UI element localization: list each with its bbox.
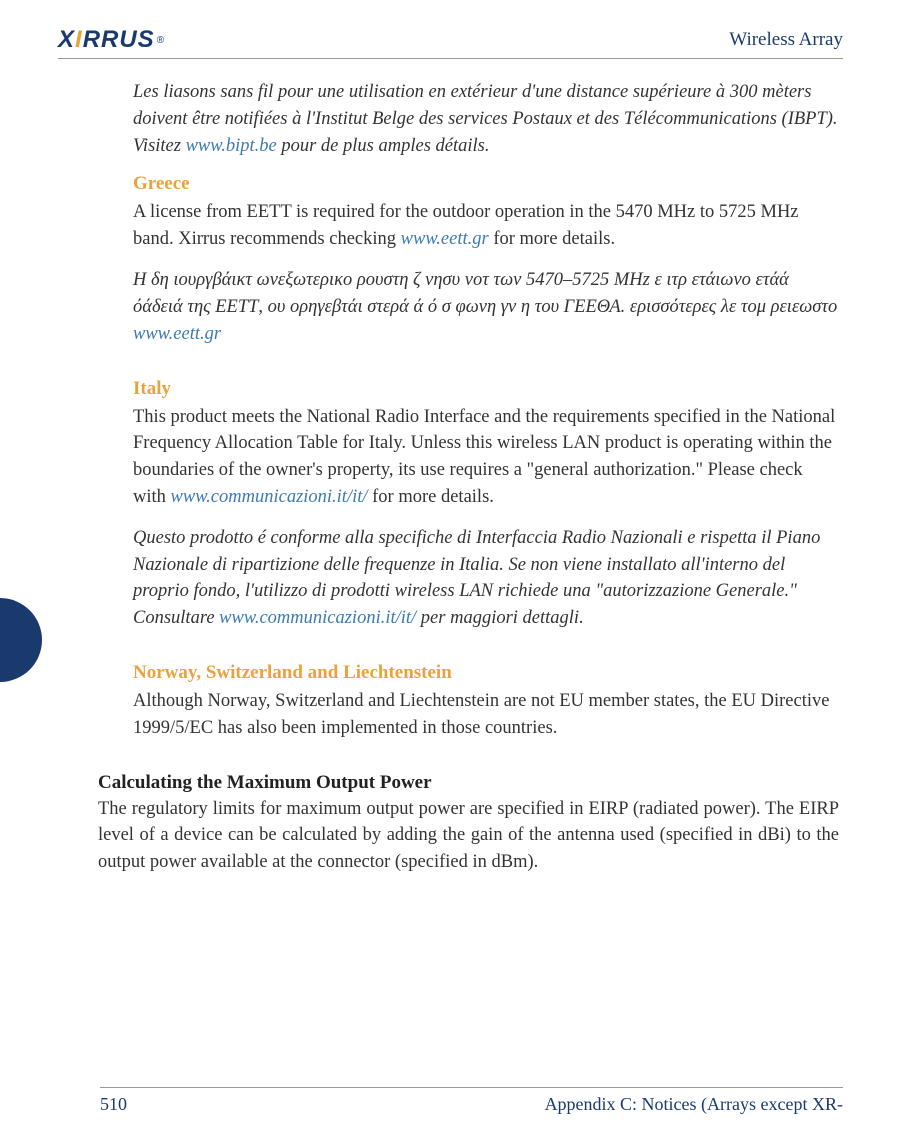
norway-body: Although Norway, Switzerland and Liechte… — [133, 688, 839, 742]
text-segment: per maggiori dettagli. — [416, 608, 584, 628]
page-footer: 510 Appendix C: Notices (Arrays except X… — [100, 1087, 843, 1115]
eett-link-gr[interactable]: www.eett.gr — [133, 324, 221, 344]
communicazioni-link-it[interactable]: www.communicazioni.it/it/ — [219, 608, 416, 628]
logo-letter-i: I — [75, 26, 83, 53]
bipt-link[interactable]: www.bipt.be — [186, 136, 277, 156]
page-header: XIRRUS® Wireless Array — [58, 26, 843, 59]
text-segment: pour de plus amples détails. — [277, 136, 490, 156]
header-title: Wireless Array — [729, 29, 843, 51]
text-segment: for more details. — [368, 487, 494, 507]
page: XIRRUS® Wireless Array Les liasons sans … — [0, 0, 901, 1137]
footer-appendix-label: Appendix C: Notices (Arrays except XR- — [545, 1094, 843, 1115]
italy-section: Italy This product meets the National Ra… — [133, 378, 839, 633]
logo-text: XIRRUS — [58, 26, 155, 54]
page-number: 510 — [100, 1094, 127, 1115]
greece-greek-para: Η δη ιουργβάικτ ωνεξωτερικο ρουστη ζ νησ… — [133, 267, 839, 347]
italy-italian-para: Questo prodotto é conforme alla specific… — [133, 525, 839, 632]
communicazioni-link[interactable]: www.communicazioni.it/it/ — [171, 487, 368, 507]
outer-content: Calculating the Maximum Output Power The… — [58, 772, 843, 876]
greece-english-para: A license from EETT is required for the … — [133, 199, 839, 253]
logo-registered: ® — [157, 35, 164, 46]
logo-letters: RRUS — [83, 26, 155, 53]
main-content: Les liasons sans fil pour une utilisatio… — [58, 79, 843, 742]
norway-heading: Norway, Switzerland and Liechtenstein — [133, 662, 839, 684]
italy-heading: Italy — [133, 378, 839, 400]
calc-heading: Calculating the Maximum Output Power — [98, 772, 839, 794]
calc-body: The regulatory limits for maximum output… — [98, 796, 839, 876]
brand-logo: XIRRUS® — [58, 26, 164, 54]
text-segment: for more details. — [489, 229, 615, 249]
norway-section: Norway, Switzerland and Liechtenstein Al… — [133, 662, 839, 742]
greece-section: Greece A license from EETT is required f… — [133, 173, 839, 347]
belgium-french-para: Les liasons sans fil pour une utilisatio… — [133, 79, 839, 159]
eett-link[interactable]: www.eett.gr — [401, 229, 489, 249]
italy-english-para: This product meets the National Radio In… — [133, 404, 839, 511]
greece-heading: Greece — [133, 173, 839, 195]
logo-letter-x: X — [58, 26, 75, 53]
text-segment: Η δη ιουργβάικτ ωνεξωτερικο ρουστη ζ νησ… — [133, 270, 837, 317]
